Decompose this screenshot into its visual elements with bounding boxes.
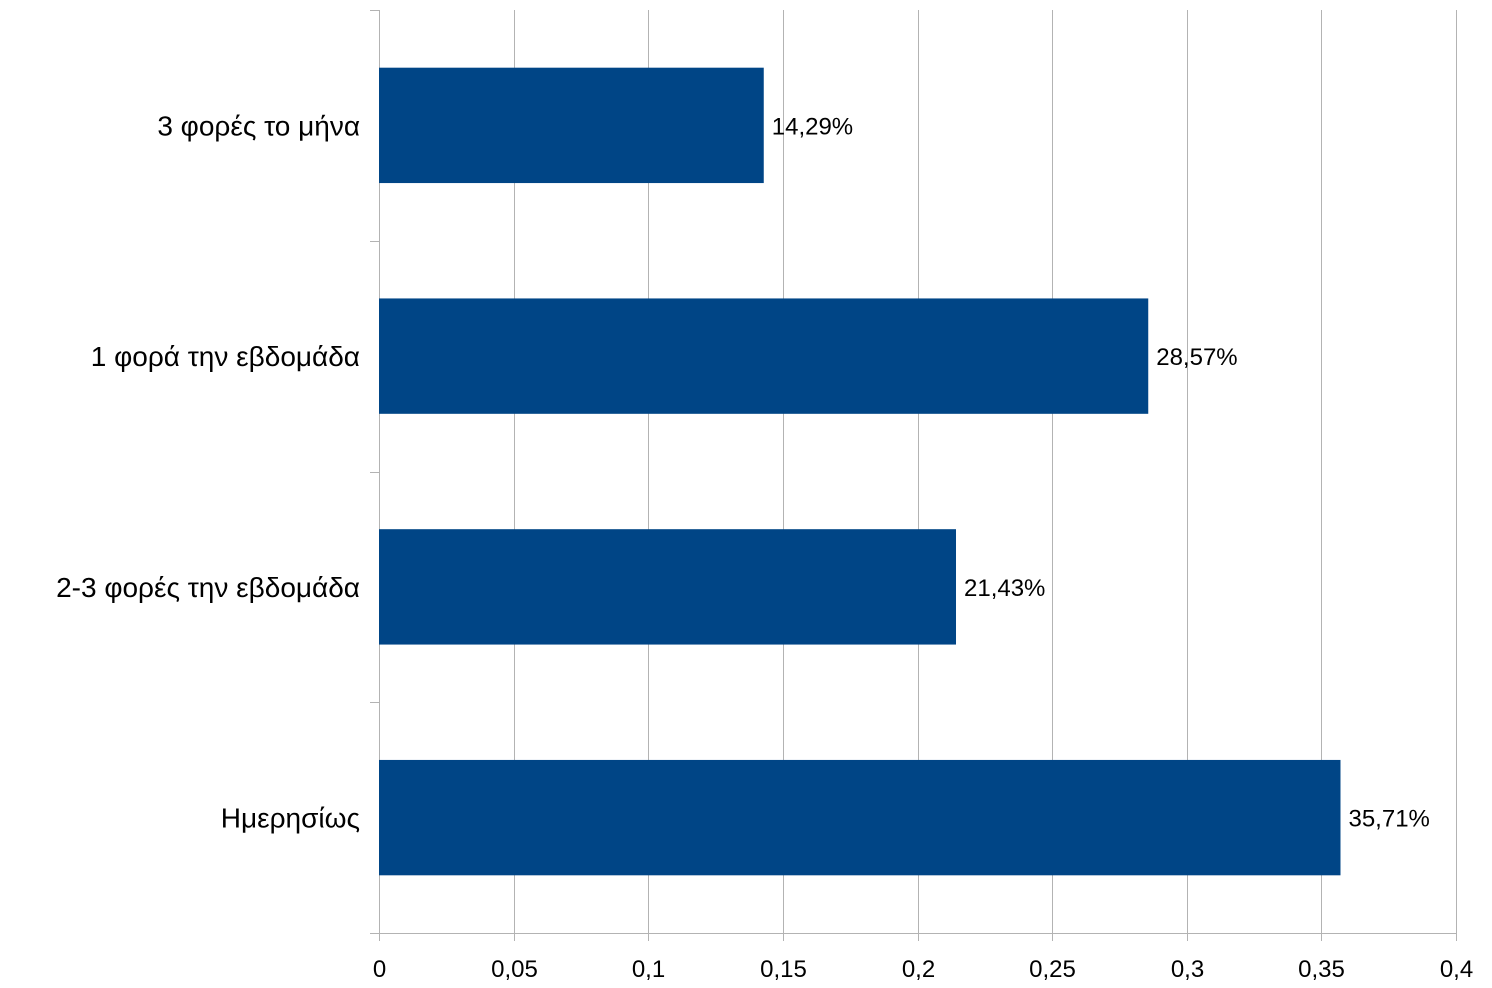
category-label: 3 φορές το μήνα: [157, 110, 360, 141]
data-label: 28,57%: [1156, 344, 1237, 371]
bars: [379, 67, 1341, 876]
category-label: 1 φορά την εβδομάδα: [91, 341, 360, 372]
x-tick-label: 0,1: [632, 956, 665, 983]
bar: [379, 529, 957, 645]
x-tick-label: 0: [373, 956, 386, 983]
category-label: 2-3 φορές την εβδομάδα: [56, 572, 360, 603]
bar: [379, 759, 1341, 876]
data-label: 14,29%: [772, 113, 853, 140]
x-tick-label: 0,35: [1298, 956, 1345, 983]
x-tick-label: 0,05: [491, 956, 538, 983]
x-tick-label: 0,15: [760, 956, 807, 983]
x-tick-label: 0,25: [1029, 956, 1076, 983]
x-tick-label: 0,4: [1440, 956, 1473, 983]
bar: [379, 67, 764, 184]
category-label: Ημερησίως: [221, 803, 360, 834]
data-label: 21,43%: [964, 575, 1045, 602]
labels: 0 0,05 0,1 0,15 0,2 0,25 0,3 0,35 0,4 3 φορές το …: [56, 110, 1473, 983]
bar: [379, 298, 1149, 414]
x-tick-label: 0,2: [902, 956, 935, 983]
x-tick-label: 0,3: [1171, 956, 1204, 983]
data-label: 35,71%: [1348, 806, 1429, 833]
